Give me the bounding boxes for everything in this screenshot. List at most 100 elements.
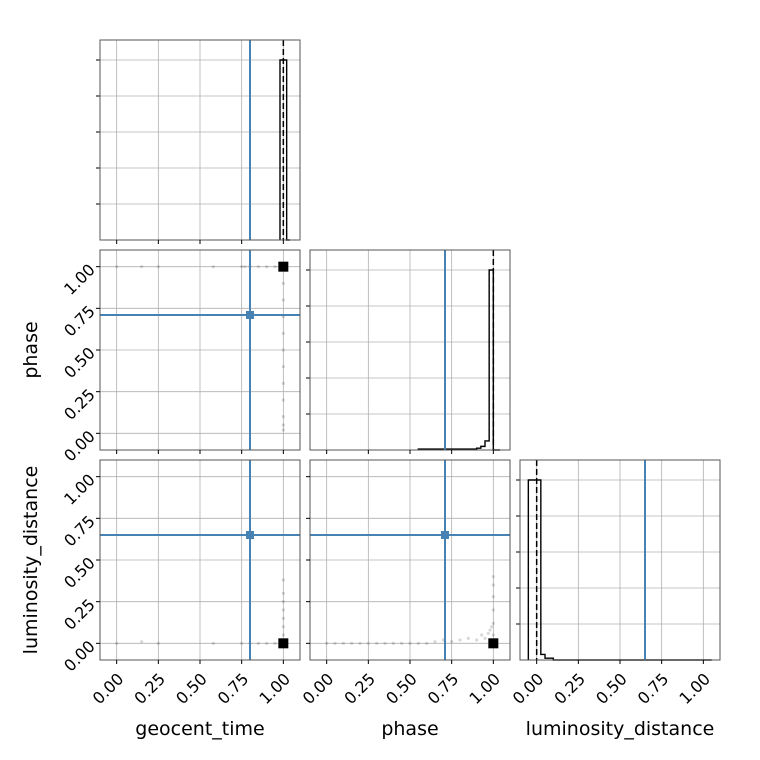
xtick-label: 0.00	[509, 669, 548, 708]
ytick-label: 0.25	[60, 595, 99, 634]
scatter-point	[488, 628, 492, 632]
xtick-label: 0.75	[214, 669, 253, 708]
scatter-point	[391, 641, 395, 645]
ytick-label: 0.75	[60, 302, 99, 341]
scatter-point	[115, 641, 119, 645]
yaxis-label-phase: phase	[20, 321, 42, 378]
scatter-point	[273, 265, 277, 269]
scatter-point	[491, 583, 495, 587]
scatter-point	[341, 641, 345, 645]
scatter-point	[458, 638, 462, 642]
injection-marker	[246, 311, 254, 319]
density-peak-geocent_time-phase	[278, 261, 289, 272]
scatter-point	[333, 641, 337, 645]
scatter-point	[281, 415, 285, 419]
density-peak-geocent_time-luminosity_distance	[278, 638, 289, 649]
xtick-label: 1.00	[675, 669, 714, 708]
scatter-point	[358, 641, 362, 645]
scatter-point	[240, 641, 244, 645]
scatter-point	[140, 640, 144, 644]
ytick-label: 0.25	[60, 385, 99, 424]
scatter-point	[408, 641, 412, 645]
scatter-point	[281, 331, 285, 335]
xaxis-label-phase: phase	[381, 718, 438, 740]
scatter-point	[281, 298, 285, 302]
scatter-point	[265, 265, 269, 269]
xtick-label: 0.75	[634, 669, 673, 708]
scatter-point	[281, 616, 285, 620]
scatter-point	[491, 595, 495, 599]
xtick-label: 0.50	[382, 669, 421, 708]
scatter-point	[281, 625, 285, 629]
scatter-point	[350, 641, 354, 645]
ytick-label: 1.00	[60, 260, 99, 299]
scatter-point	[281, 633, 285, 637]
histogram-geocent_time	[279, 59, 290, 241]
injection-marker	[441, 531, 449, 539]
scatter-point	[433, 640, 437, 644]
ytick-label: 0.00	[60, 637, 99, 676]
ytick-label: 0.50	[60, 553, 99, 592]
scatter-point	[281, 348, 285, 352]
ytick-label: 0.00	[60, 427, 99, 466]
scatter-point	[281, 423, 285, 427]
scatter-point	[281, 600, 285, 604]
scatter-point	[491, 575, 495, 579]
scatter-point	[281, 398, 285, 402]
scatter-point	[416, 641, 420, 645]
scatter-point	[211, 641, 215, 645]
scatter-point	[375, 641, 379, 645]
scatter-point	[156, 265, 160, 269]
scatter-point	[140, 265, 144, 269]
xtick-label: 0.50	[592, 669, 631, 708]
xtick-label: 0.00	[89, 669, 128, 708]
scatter-point	[243, 265, 247, 269]
scatter-point	[491, 608, 495, 612]
xtick-label: 0.75	[424, 669, 463, 708]
scatter-point	[115, 265, 119, 269]
scatter-point	[475, 638, 479, 642]
scatter-point	[156, 641, 160, 645]
scatter-point	[265, 641, 269, 645]
scatter-point	[281, 365, 285, 369]
histogram-phase	[417, 269, 500, 451]
xtick-label: 1.00	[465, 669, 504, 708]
xtick-label: 1.00	[255, 669, 294, 708]
scatter-point	[366, 641, 370, 645]
scatter-point	[483, 636, 487, 640]
xaxis-label-luminosity_distance: luminosity_distance	[526, 718, 715, 740]
scatter-point	[281, 591, 285, 595]
injection-marker	[246, 531, 254, 539]
scatter-point	[211, 265, 215, 269]
xtick-label: 0.25	[550, 669, 589, 708]
ytick-label: 1.00	[60, 470, 99, 509]
xtick-label: 0.25	[340, 669, 379, 708]
scatter-point	[325, 641, 329, 645]
scatter-point	[273, 641, 277, 645]
scatter-point	[490, 625, 494, 629]
ytick-label: 0.75	[60, 512, 99, 551]
xtick-label: 0.00	[299, 669, 338, 708]
xtick-label: 0.50	[172, 669, 211, 708]
scatter-point	[281, 281, 285, 285]
scatter-point	[466, 636, 470, 640]
xaxis-label-geocent_time: geocent_time	[135, 718, 264, 740]
scatter-point	[281, 428, 285, 432]
density-peak-phase-luminosity_distance	[488, 638, 499, 649]
yaxis-label-luminosity_distance: luminosity_distance	[20, 466, 42, 655]
scatter-point	[256, 641, 260, 645]
scatter-point	[383, 641, 387, 645]
scatter-point	[281, 578, 285, 582]
scatter-point	[281, 381, 285, 385]
scatter-point	[281, 608, 285, 612]
scatter-point	[491, 621, 495, 625]
xtick-label: 0.25	[130, 669, 169, 708]
scatter-point	[486, 631, 490, 635]
scatter-point	[400, 641, 404, 645]
scatter-point	[491, 633, 495, 637]
scatter-point	[256, 265, 260, 269]
scatter-point	[450, 640, 454, 644]
scatter-point	[240, 265, 244, 269]
ytick-label: 0.50	[60, 343, 99, 382]
